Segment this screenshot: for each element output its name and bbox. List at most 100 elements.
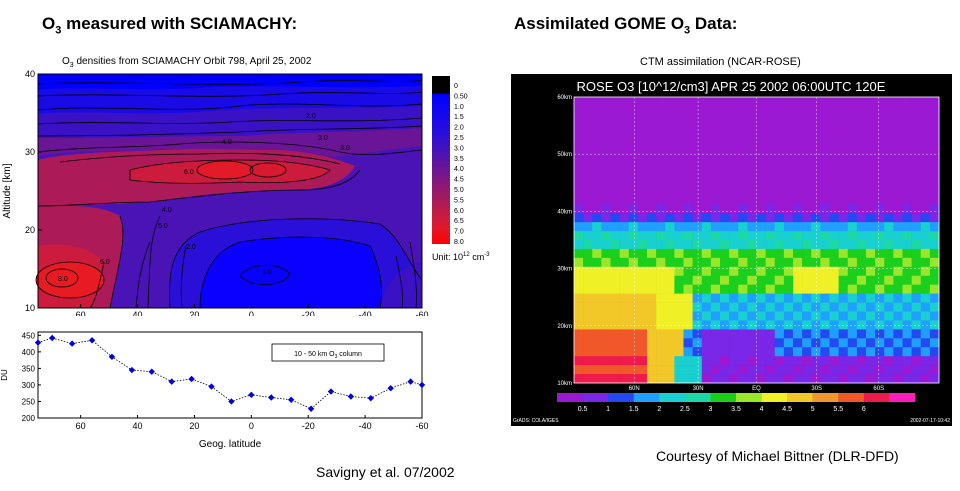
heatmap-cell <box>720 347 730 357</box>
heatmap-cell <box>574 159 584 169</box>
heatmap-cell <box>793 338 803 348</box>
heatmap-cell <box>920 284 931 294</box>
heatmap-cell <box>793 365 803 375</box>
heatmap-cell <box>701 320 712 330</box>
heatmap-cell <box>710 105 721 116</box>
heatmap-cell <box>747 293 757 303</box>
heatmap-cell <box>601 347 611 357</box>
heatmap-cell <box>619 105 630 116</box>
heatmap-cell <box>628 123 639 134</box>
heatmap-cell <box>875 159 885 169</box>
y-tick-label: 60km <box>557 95 572 101</box>
heatmap-cell <box>847 284 858 294</box>
heatmap-cell <box>820 302 830 312</box>
heatmap-cell <box>774 141 785 151</box>
heatmap-cell <box>765 231 776 241</box>
heatmap-cell <box>756 257 766 268</box>
x-tick-label: 0 <box>249 310 254 316</box>
heatmap-cell <box>692 356 703 366</box>
heatmap-cell <box>710 347 721 357</box>
x-tick-label: 0 <box>249 421 254 431</box>
heatmap-cell <box>811 257 821 268</box>
heatmap-cell <box>811 168 821 178</box>
heatmap-cell <box>574 123 584 134</box>
heatmap-cell <box>738 177 748 187</box>
heatmap-cell <box>619 374 630 384</box>
heatmap-cell <box>902 222 912 232</box>
heatmap-cell <box>637 213 648 223</box>
heatmap-cell <box>856 159 867 169</box>
contour-label: 2.0 <box>186 244 196 251</box>
heatmap-cell <box>628 195 639 205</box>
x-tick-label: 40 <box>133 310 143 316</box>
heatmap-cell <box>866 105 876 116</box>
left-heading: O3 measured with SCIAMACHY: <box>42 14 298 37</box>
heatmap-cell <box>583 365 593 375</box>
heatmap-cell <box>747 141 757 151</box>
heatmap-cell <box>820 150 830 160</box>
heatmap-cell <box>619 114 630 125</box>
heatmap-cell <box>592 266 602 277</box>
y-tick-label: 250 <box>22 397 36 406</box>
heatmap-cell <box>866 302 876 312</box>
contour-label: 6.0 <box>184 169 194 176</box>
heatmap-cell <box>920 347 931 357</box>
heatmap-cell <box>875 329 885 339</box>
heatmap-cell <box>902 284 912 294</box>
data-point <box>418 381 426 389</box>
colorbar-swatch <box>761 393 788 402</box>
heatmap-cell <box>674 284 684 294</box>
heatmap-cell <box>811 114 821 125</box>
heatmap-cell <box>674 302 684 312</box>
heatmap-cell <box>884 257 894 268</box>
heatmap-cell <box>774 231 785 241</box>
heatmap-cell <box>793 195 803 205</box>
heatmap-cell <box>710 150 721 160</box>
colorbar-label: 1.5 <box>629 406 639 413</box>
heatmap-cell <box>783 177 794 187</box>
heatmap-cell <box>692 222 703 232</box>
heatmap-cell <box>765 195 776 205</box>
heatmap-cell <box>893 159 903 169</box>
heatmap-cell <box>665 114 675 125</box>
heatmap-cell <box>756 132 766 142</box>
heatmap-cell <box>838 248 849 259</box>
heatmap-cell <box>929 329 940 339</box>
heatmap-cell <box>793 320 803 330</box>
heatmap-cell <box>647 222 657 232</box>
heatmap-cell <box>601 248 611 259</box>
colorbar-swatch <box>557 393 583 402</box>
heatmap-cell <box>820 284 830 294</box>
heatmap-cell <box>875 114 885 125</box>
heatmap-cell <box>911 123 922 134</box>
heatmap-cell <box>619 213 630 223</box>
heatmap-cell <box>738 365 748 375</box>
heatmap-cell <box>701 293 712 303</box>
heatmap-cell <box>875 123 885 134</box>
heatmap-cell <box>637 284 648 294</box>
heatmap-cell <box>893 222 903 232</box>
heatmap-cell <box>656 195 666 205</box>
heatmap-cell <box>720 204 730 214</box>
heatmap-cell <box>637 293 648 303</box>
heatmap-cell <box>583 195 593 205</box>
heatmap-cell <box>847 159 858 169</box>
heatmap-cell <box>884 132 894 142</box>
heatmap-cell <box>929 195 940 205</box>
heatmap-cell <box>756 284 766 294</box>
heatmap-cell <box>692 293 703 303</box>
heatmap-cell <box>929 213 940 223</box>
heatmap-cell <box>866 159 876 169</box>
colorbar-label: 6 <box>862 406 866 413</box>
y-tick-label: 350 <box>22 364 36 373</box>
heatmap-cell <box>683 347 693 357</box>
y-tick-label: 40km <box>557 209 572 215</box>
heatmap-cell <box>747 195 757 205</box>
heatmap-cell <box>665 97 675 107</box>
heatmap-cell <box>583 186 593 196</box>
heatmap-cell <box>683 195 693 205</box>
heatmap-cell <box>856 114 867 125</box>
heatmap-cell <box>729 123 739 134</box>
heatmap-cell <box>628 150 639 160</box>
heatmap-cell <box>829 159 839 169</box>
